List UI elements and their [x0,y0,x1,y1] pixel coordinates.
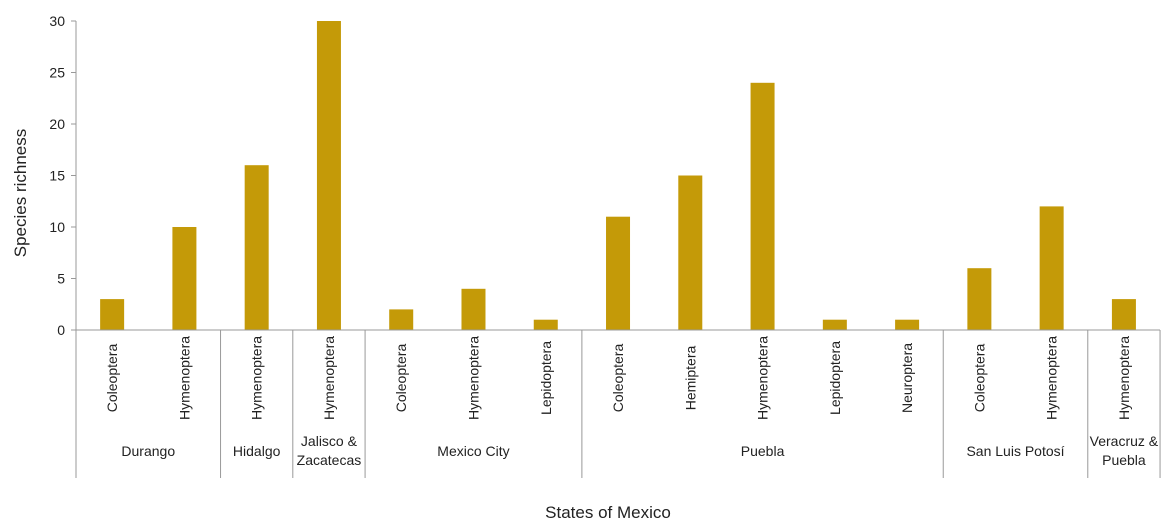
bar-puebla-coleoptera [606,216,631,330]
category-label: Hymenoptera [1116,336,1132,420]
bar-veracruz-puebla-hymenoptera [1111,299,1136,330]
x-axis-title: States of Mexico [545,503,671,522]
bar-san-luis-potos--hymenoptera [1039,206,1064,330]
category-label: Coleoptera [971,344,987,413]
category-label: Hymenoptera [176,336,192,420]
category-label: Coleoptera [610,344,626,413]
y-tick-label: 20 [49,116,65,132]
bar-san-luis-potos--coleoptera [967,268,992,330]
category-label: Neuroptera [899,343,915,413]
x-axis: Coleoptera Hymenoptera Durango Hymenoptera H… [75,329,1161,478]
bar-mexico-city-coleoptera [389,309,414,330]
category-label: Hymenoptera [465,336,481,420]
y-tick-label: 15 [49,168,65,184]
group-label: Veracruz & [1090,433,1159,449]
bars [100,21,1136,330]
bar-puebla-lepidoptera [822,319,847,330]
category-label: Hemiptera [682,346,698,411]
bar-mexico-city-lepidoptera [533,319,558,330]
bar-jalisco-zacatecas-hymenoptera [316,21,341,330]
y-axis: 0 5 10 15 20 25 30 [49,13,77,338]
group-label: Puebla [1102,452,1146,468]
bar-mexico-city-hymenoptera [461,288,486,330]
group-label: Jalisco & [301,433,358,449]
group-label: San Luis Potosí [966,443,1064,459]
bar-puebla-hymenoptera [750,82,775,330]
y-tick-label: 30 [49,13,65,29]
group-label: Hidalgo [233,443,281,459]
category-label: Lepidoptera [538,341,554,415]
category-label: Coleoptera [104,344,120,413]
category-label: Hymenoptera [249,336,265,420]
group-label: Mexico City [437,443,509,459]
bar-puebla-hemiptera [678,175,703,330]
group-label: Durango [121,443,175,459]
y-tick-label: 25 [49,65,65,81]
y-tick-label: 0 [57,322,65,338]
category-label: Hymenoptera [755,336,771,420]
y-tick-label: 10 [49,219,65,235]
bar-durango-coleoptera [100,299,125,330]
bar-puebla-neuroptera [895,319,920,330]
group-label: Puebla [741,443,785,459]
category-label: Hymenoptera [1044,336,1060,420]
bar-durango-hymenoptera [172,227,197,330]
category-label: Lepidoptera [827,341,843,415]
y-tick-label: 5 [57,271,65,287]
category-label: Coleoptera [393,344,409,413]
category-label: Hymenoptera [321,336,337,420]
y-axis-title: Species richness [11,129,30,258]
bar-hidalgo-hymenoptera [244,165,269,330]
group-label: Zacatecas [297,452,362,468]
